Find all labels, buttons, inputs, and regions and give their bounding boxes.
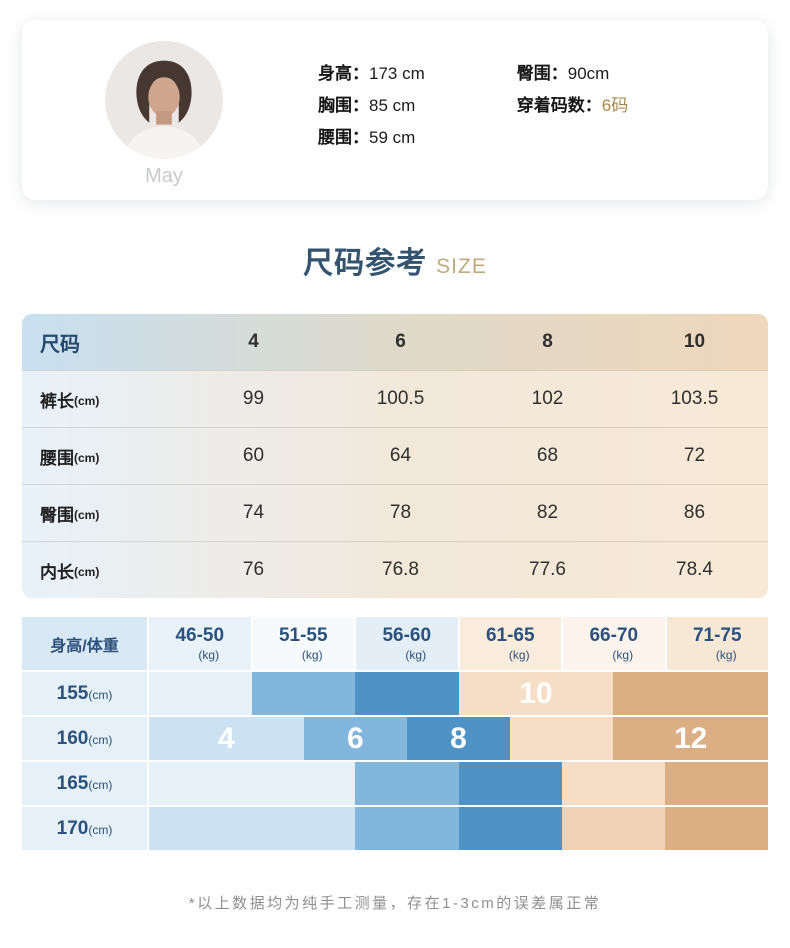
size-band: 8 (406, 717, 511, 760)
size-band-strip (149, 762, 769, 805)
stat-hip: 臀围：90cm (516, 64, 610, 83)
stat-waist: 腰围：59 cm (318, 128, 416, 147)
size-band (355, 762, 459, 805)
size-band (458, 762, 562, 805)
size-band: 6 (303, 717, 407, 760)
cell-value: 76 (242, 559, 265, 580)
size-band: 10 (458, 672, 614, 715)
size-band-strip: 10 (149, 672, 769, 715)
height-cell: 160 (cm) (22, 717, 147, 760)
matrix-row-170: 170 (cm) (22, 807, 769, 850)
cell-value: 68 (536, 445, 559, 466)
row-label: 内长 (40, 562, 74, 582)
cell-value: 103.5 (670, 388, 719, 409)
size-band (149, 807, 356, 850)
model-avatar: May (104, 20, 224, 188)
matrix-row-165: 165 (cm) (22, 762, 769, 805)
cell-value: 82 (536, 502, 559, 523)
table-row-waist: 腰围 (cm) 60 64 68 72 (22, 427, 768, 484)
size-band (252, 672, 356, 715)
stat-wearing-size: 穿着码数：6码 (516, 96, 629, 115)
height-cell: 165 (cm) (22, 762, 147, 805)
size-guide-page: May 身高：173 cm 胸围：85 cm 腰围：59 cm 臀围：90cm … (0, 20, 790, 948)
size-header-6: 6 (395, 331, 406, 352)
cell-value: 76.8 (382, 559, 419, 580)
size-band (458, 807, 562, 850)
cell-value: 72 (683, 445, 706, 466)
weight-header: 66-70 (kg) (563, 617, 665, 670)
matrix-row-155: 155 (cm) 10 (22, 672, 769, 715)
weight-header: 61-65 (kg) (459, 617, 561, 670)
size-band (664, 807, 769, 850)
model-info-card: May 身高：173 cm 胸围：85 cm 腰围：59 cm 臀围：90cm … (22, 20, 768, 200)
measurement-disclaimer: *以上数据均为纯手工测量，存在1-3cm的误差属正常 (188, 895, 602, 912)
weight-header: 51-55 (kg) (252, 617, 354, 670)
size-band-strip (149, 807, 769, 850)
size-table-header-row: 尺码 4 6 8 10 (22, 314, 768, 370)
model-photo (105, 41, 223, 159)
size-band (149, 762, 356, 805)
size-band (149, 672, 253, 715)
cell-value: 78 (389, 502, 412, 523)
size-band (561, 762, 665, 805)
model-stats-column-2: 臀围：90cm 穿着码数：6码 (517, 20, 628, 128)
cell-value: 100.5 (376, 388, 425, 409)
weight-header: 56-60 (kg) (356, 617, 458, 670)
row-unit: (cm) (74, 507, 100, 522)
size-header-10: 10 (683, 331, 706, 352)
row-unit: (cm) (74, 450, 100, 465)
row-label: 裤长 (40, 391, 74, 411)
cell-value: 99 (242, 388, 265, 409)
model-name: May (145, 165, 183, 187)
size-band (510, 717, 614, 760)
matrix-header-row: 身高/体重 46-50 (kg) 51-55 (kg) 56-60 (kg) 61-6… (22, 617, 768, 670)
stat-height: 身高：173 cm (318, 64, 425, 83)
size-band: 4 (149, 717, 304, 760)
model-stats-column-1: 身高：173 cm 胸围：85 cm 腰围：59 cm (318, 20, 425, 160)
cell-value: 77.6 (529, 559, 566, 580)
section-title-zh: 尺码参考 (303, 247, 428, 280)
size-band (613, 672, 769, 715)
section-title-en: SIZE (436, 255, 487, 278)
size-band: 12 (613, 717, 769, 760)
size-header-4: 4 (248, 331, 259, 352)
matrix-corner-label: 身高/体重 (22, 617, 147, 670)
matrix-row-160: 160 (cm) 4 6 8 12 (22, 717, 769, 760)
row-unit: (cm) (74, 564, 100, 579)
size-column-header: 尺码 (40, 333, 80, 356)
person-silhouette-icon (105, 41, 223, 159)
cell-value: 86 (683, 502, 706, 523)
size-band (664, 762, 769, 805)
size-band-strip: 4 6 8 12 (149, 717, 769, 760)
stat-bust: 胸围：85 cm (318, 96, 416, 115)
size-band (355, 672, 459, 715)
weight-header: 46-50 (kg) (149, 617, 251, 670)
size-band (561, 807, 665, 850)
cell-value: 64 (389, 445, 412, 466)
size-table: 尺码 4 6 8 10 裤长 (cm) 99 100.5 102 103.5 腰围… (22, 314, 768, 598)
cell-value: 78.4 (676, 559, 713, 580)
weight-header: 71-75 (kg) (666, 617, 768, 670)
height-cell: 170 (cm) (22, 807, 147, 850)
cell-value: 102 (531, 388, 564, 409)
height-weight-matrix: 身高/体重 46-50 (kg) 51-55 (kg) 56-60 (kg) 61-6… (22, 617, 769, 850)
row-label: 臀围 (40, 505, 74, 525)
table-row-pants-length: 裤长 (cm) 99 100.5 102 103.5 (22, 370, 768, 427)
cell-value: 60 (242, 445, 265, 466)
section-title: 尺码参考 SIZE (0, 238, 790, 282)
row-label: 腰围 (40, 448, 74, 468)
table-row-hip: 臀围 (cm) 74 78 82 86 (22, 484, 768, 541)
row-unit: (cm) (74, 393, 100, 408)
table-row-inseam: 内长 (cm) 76 76.8 77.6 78.4 (22, 541, 768, 598)
height-cell: 155 (cm) (22, 672, 147, 715)
size-header-8: 8 (542, 331, 553, 352)
size-band (355, 807, 459, 850)
cell-value: 74 (242, 502, 265, 523)
